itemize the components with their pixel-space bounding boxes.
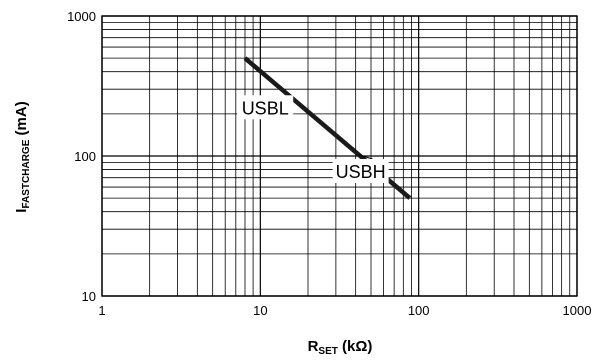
annotation-box [237, 95, 294, 120]
y-tick-label: 10 [82, 289, 96, 304]
x-tick-label: 100 [408, 303, 430, 318]
grid [101, 15, 578, 297]
x-tick-label: 10 [253, 303, 267, 318]
x-axis-title: RSET (kΩ) [308, 338, 373, 357]
annotation-label: USBH [336, 162, 386, 182]
annotation-layer: USBL USBH [237, 94, 389, 183]
annotation-label: USBL [242, 98, 289, 118]
annotation-box [332, 159, 389, 183]
x-tick-label: 1000 [563, 303, 592, 318]
y-tick-label: 100 [74, 149, 96, 164]
x-tick-label: 1 [98, 303, 105, 318]
plot-frame [101, 15, 578, 297]
y-tick-label: 1000 [67, 9, 96, 24]
y-axis-title: IFASTCHARGE (mA) [13, 101, 32, 212]
annotation-leader [358, 154, 373, 160]
